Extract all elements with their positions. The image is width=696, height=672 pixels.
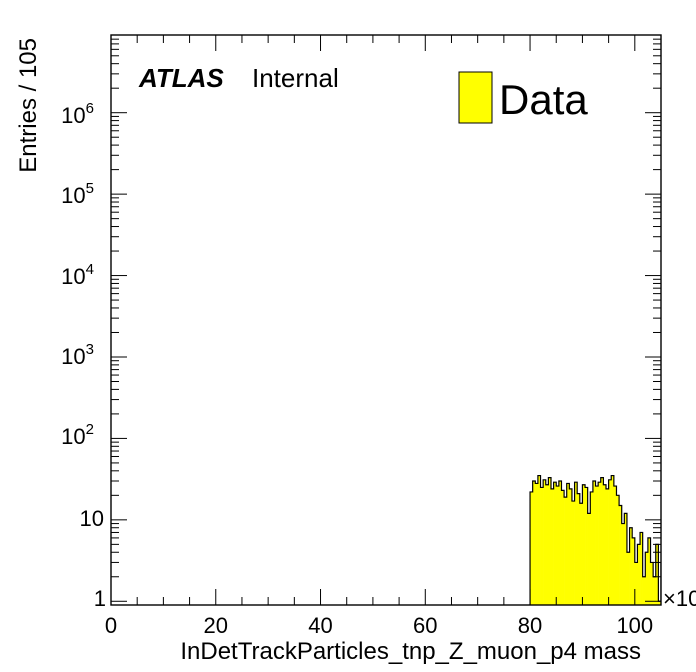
histogram-bar (556, 486, 560, 605)
histogram-bar (574, 482, 578, 605)
y-tick-label: 105 (61, 180, 94, 208)
x-tick-label: 60 (413, 613, 437, 638)
histogram-bar (629, 527, 633, 605)
histogram-bar (532, 480, 536, 605)
x-tick-label: 20 (204, 613, 228, 638)
histogram-bar (537, 475, 541, 605)
x-tick-label: 80 (518, 613, 542, 638)
histogram-bar (616, 495, 620, 605)
histogram-bar (598, 482, 602, 605)
histogram-bar (530, 491, 533, 605)
histogram-bar (637, 544, 641, 605)
histogram-bar (561, 490, 565, 605)
histogram-bar (634, 562, 638, 605)
atlas-label: ATLAS (138, 63, 224, 93)
y-tick-labels: 1 10 102 103 104 105 106 (61, 100, 106, 611)
histogram-bar (653, 576, 657, 605)
histogram-bar (640, 532, 643, 605)
histogram-outline (529, 474, 661, 605)
histogram-bar (603, 484, 607, 605)
x-axis-multiplier: ×10³ (663, 586, 696, 611)
x-tick-label: 40 (308, 613, 332, 638)
histogram-bar (647, 537, 651, 605)
histogram-bar (658, 601, 661, 605)
histogram-bar (650, 562, 654, 605)
histogram-bar (582, 484, 586, 605)
histogram-bar (621, 523, 625, 605)
histogram-bar (606, 488, 609, 605)
histogram-bar (624, 513, 628, 605)
histogram-bar (626, 552, 630, 605)
histogram-bar (569, 488, 573, 605)
histogram-bar (571, 501, 575, 605)
histogram-bar (553, 482, 557, 605)
histogram-bar (558, 480, 562, 605)
histogram-bar (540, 487, 544, 605)
histogram-bar (611, 475, 615, 605)
x-tick-labels: 0 20 40 60 80 100 (105, 613, 653, 638)
histogram-bar (595, 486, 599, 605)
legend: Data (458, 71, 588, 124)
histogram-bar (642, 576, 646, 605)
histogram-bar (579, 503, 583, 605)
histogram-bars (530, 475, 661, 605)
histogram-bar (613, 486, 617, 605)
x-axis-title: InDetTrackParticles_tnp_Z_muon_p4 mass (180, 638, 641, 665)
histogram-bar (645, 552, 649, 605)
y-axis-title: Entries / 105 (15, 38, 42, 173)
histogram-bar (566, 483, 570, 605)
histogram-bar (590, 491, 594, 605)
histogram-bar (600, 477, 604, 605)
histogram-bar (592, 480, 596, 605)
histogram-bar (548, 477, 552, 605)
histogram-bar (564, 497, 568, 605)
y-tick-label: 103 (61, 341, 94, 369)
histogram-bar (543, 479, 547, 605)
y-tick-label: 1 (94, 586, 106, 611)
y-tick-label: 104 (61, 261, 94, 289)
histogram-bar (655, 544, 659, 605)
y-tick-label: 102 (61, 421, 94, 449)
histogram-bar (551, 488, 554, 605)
histogram-bar (619, 505, 623, 605)
y-tick-label: 106 (61, 100, 94, 128)
histogram-bar (585, 487, 588, 605)
atlas-status-label: Internal (252, 63, 339, 93)
y-tick-label: 10 (80, 506, 104, 531)
histogram-bar (632, 537, 636, 605)
x-tick-label: 0 (105, 613, 117, 638)
plot-frame (110, 34, 662, 606)
legend-label: Data (499, 76, 588, 123)
axis-ticks (110, 34, 662, 606)
x-tick-label: 100 (616, 613, 653, 638)
histogram-bar (535, 483, 539, 605)
histogram-bar (587, 513, 591, 605)
histogram-bar (545, 484, 549, 605)
histogram-bar (577, 493, 581, 605)
histogram-bar (608, 479, 612, 605)
legend-swatch (458, 71, 493, 124)
